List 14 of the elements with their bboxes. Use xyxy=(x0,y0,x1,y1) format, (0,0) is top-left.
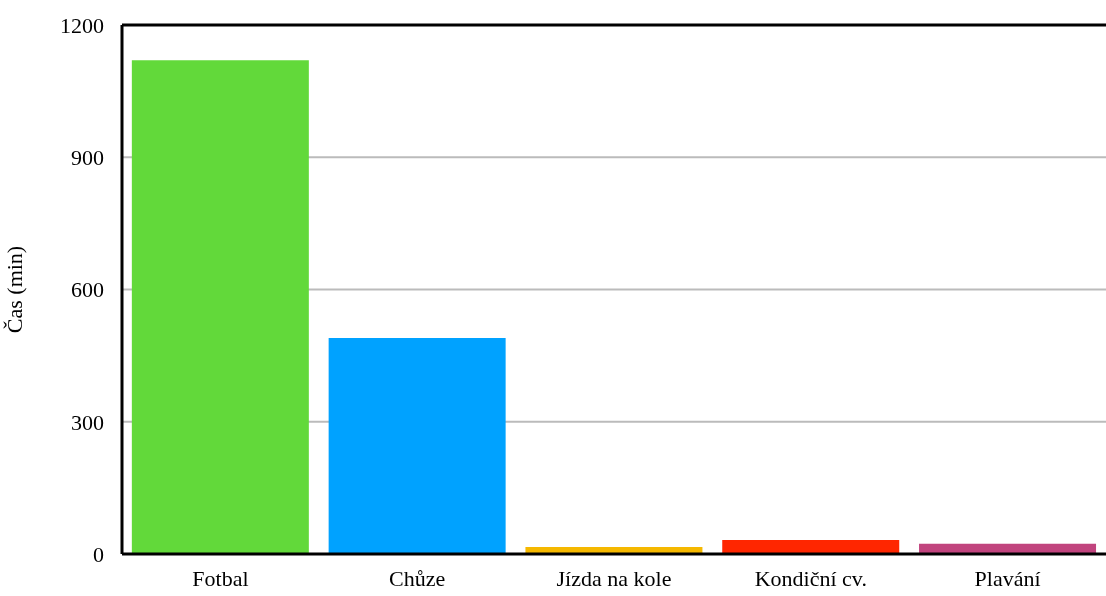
y-axis-title: Čas (min) xyxy=(1,245,27,334)
y-tick-label: 300 xyxy=(71,409,104,435)
y-tick-label: 1200 xyxy=(60,12,104,38)
y-tick-label: 600 xyxy=(71,277,104,303)
bar xyxy=(131,60,309,554)
bar xyxy=(722,539,900,554)
x-tick-label: Plavání xyxy=(974,565,1041,591)
y-tick-label: 0 xyxy=(93,541,104,567)
x-tick-label: Chůze xyxy=(389,565,446,591)
y-tick-label: 900 xyxy=(71,145,104,171)
x-tick-label: Fotbal xyxy=(192,565,249,591)
x-tick-label: Kondiční cv. xyxy=(754,565,867,591)
bar xyxy=(328,337,506,554)
x-tick-label: Jízda na kole xyxy=(556,565,672,591)
